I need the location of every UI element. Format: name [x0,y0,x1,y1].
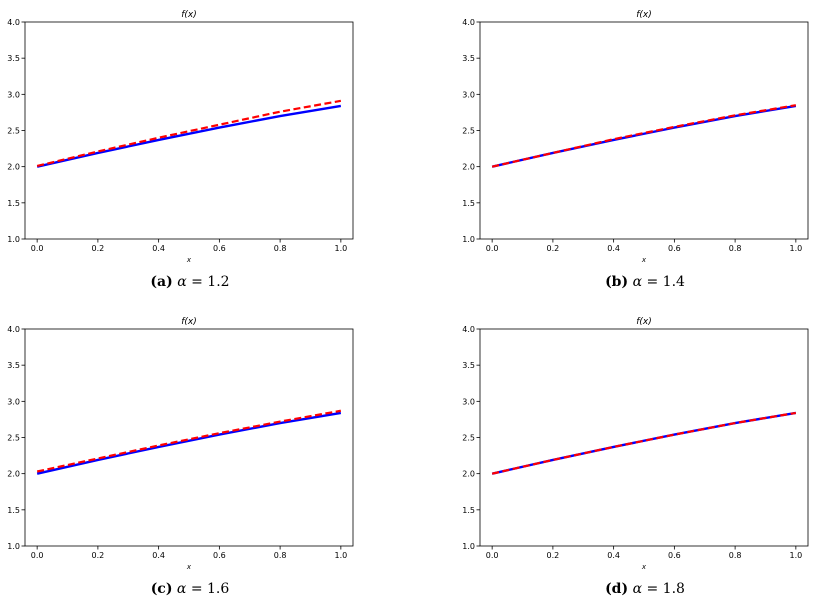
x-tick-label: 0.4 [607,551,620,560]
plot-title: f(x) [181,10,197,20]
x-tick-label: 0.0 [486,244,499,253]
plot-title: f(x) [636,317,652,327]
caption-text: = 1.4 [646,274,685,290]
x-axis-label: x [641,563,647,571]
chart-svg-b: f(x) 1.0 1.5 2.0 2.5 3.0 3.5 4.0 0.0 0.2 0.4 0.6 0.8… [462,10,809,264]
caption-label: (c) [150,581,173,597]
caption-text: = 1.6 [190,581,230,597]
y-tick-label: 3.0 [7,90,20,99]
x-tick-label: 0.8 [274,244,287,253]
y-tick-label: 2.0 [462,470,475,479]
x-tick-label: 0.2 [547,551,560,560]
x-tick-label: 1.0 [334,551,347,560]
solid-series-line [36,104,342,168]
dashed-series-line [36,409,342,473]
y-tick-label: 2.5 [462,434,475,443]
chart-svg-d: f(x) 1.0 1.5 2.0 2.5 3.0 3.5 4.0 0.0 0.2 0.4 0.6 0.8… [462,317,809,571]
x-tick-label: 0.4 [152,244,165,253]
solid-series-line [491,104,797,168]
axes-frame [479,328,809,547]
y-tick-label: 2.5 [7,127,20,136]
caption-symbol: α [632,274,643,290]
y-tick-label: 3.0 [462,397,475,406]
y-tick-label: 4.0 [462,18,475,27]
subplot-b: f(x) 1.0 1.5 2.0 2.5 3.0 3.5 4.0 0.0 0.2 0.4 0.6 0.8… [455,2,817,292]
y-tick-label: 4.0 [462,325,475,334]
y-tick-label: 2.0 [7,163,20,172]
y-tick-label: 2.5 [462,127,475,136]
x-tick-label: 0.6 [213,551,226,560]
axes-frame [24,21,354,240]
x-tick-label: 0.2 [92,551,105,560]
x-tick-label: 0.0 [31,244,44,253]
caption-label: (a) [150,274,173,290]
x-tick-label: 0.2 [547,244,560,253]
chart-svg-a: f(x) 1.0 1.5 2.0 2.5 3.0 3.5 4.0 0.0 0.2 0.4 0.6 0.8… [7,10,354,264]
plot-title: f(x) [636,10,652,20]
x-tick-label: 0.4 [152,551,165,560]
caption-a: (a) α = 1.2 [0,274,380,290]
y-tick-label: 3.5 [7,54,20,63]
x-tick-label: 0.0 [31,551,44,560]
y-tick-label: 4.0 [7,325,20,334]
subplot-a: f(x) 1.0 1.5 2.0 2.5 3.0 3.5 4.0 0.0 0.2 0.4 0.6 0.8… [0,2,380,292]
y-tick-label: 3.0 [7,397,20,406]
caption-d: (d) α = 1.8 [455,581,817,597]
caption-symbol: α [632,581,643,597]
x-tick-label: 1.0 [334,244,347,253]
y-tick-label: 2.5 [7,434,20,443]
x-tick-label: 0.8 [729,244,742,253]
y-tick-label: 3.5 [462,361,475,370]
x-tick-label: 0.0 [486,551,499,560]
x-tick-label: 0.2 [92,244,105,253]
x-axis-label: x [641,256,647,264]
y-tick-label: 1.5 [462,506,475,515]
y-tick-label: 1.0 [462,235,475,244]
solid-series-line [491,411,797,475]
x-tick-label: 0.6 [213,244,226,253]
x-axis-label: x [186,256,192,264]
y-tick-label: 2.0 [7,470,20,479]
subplot-c: f(x) 1.0 1.5 2.0 2.5 3.0 3.5 4.0 0.0 0.2 0.4 0.6 0.8… [0,309,380,599]
caption-b: (b) α = 1.4 [455,274,817,290]
x-axis-label: x [186,563,192,571]
y-tick-label: 1.5 [7,199,20,208]
y-tick-label: 1.0 [462,542,475,551]
caption-text: = 1.2 [191,274,230,290]
x-tick-label: 0.6 [668,551,681,560]
x-tick-label: 1.0 [789,551,802,560]
x-tick-label: 0.8 [729,551,742,560]
caption-symbol: α [176,581,187,597]
y-tick-label: 3.0 [462,90,475,99]
y-tick-label: 1.5 [7,506,20,515]
y-tick-label: 1.5 [462,199,475,208]
caption-text: = 1.8 [646,581,685,597]
caption-label: (d) [605,581,629,597]
dashed-series-line [491,104,797,168]
y-tick-label: 4.0 [7,18,20,27]
y-tick-label: 3.5 [7,361,20,370]
y-tick-label: 1.0 [7,542,20,551]
x-tick-label: 0.8 [274,551,287,560]
dashed-series-line [491,411,797,475]
y-tick-label: 1.0 [7,235,20,244]
solid-series-line [36,411,342,475]
axes-frame [479,21,809,240]
caption-symbol: α [177,274,187,290]
axes-frame [24,328,354,547]
y-tick-label: 3.5 [462,54,475,63]
plot-title: f(x) [181,317,197,327]
caption-label: (b) [605,274,629,290]
subplot-d: f(x) 1.0 1.5 2.0 2.5 3.0 3.5 4.0 0.0 0.2 0.4 0.6 0.8… [455,309,817,599]
chart-svg-c: f(x) 1.0 1.5 2.0 2.5 3.0 3.5 4.0 0.0 0.2 0.4 0.6 0.8… [7,317,354,571]
x-tick-label: 0.6 [668,244,681,253]
x-tick-label: 0.4 [607,244,620,253]
x-tick-label: 1.0 [789,244,802,253]
caption-c: (c) α = 1.6 [0,581,380,597]
y-tick-label: 2.0 [462,163,475,172]
